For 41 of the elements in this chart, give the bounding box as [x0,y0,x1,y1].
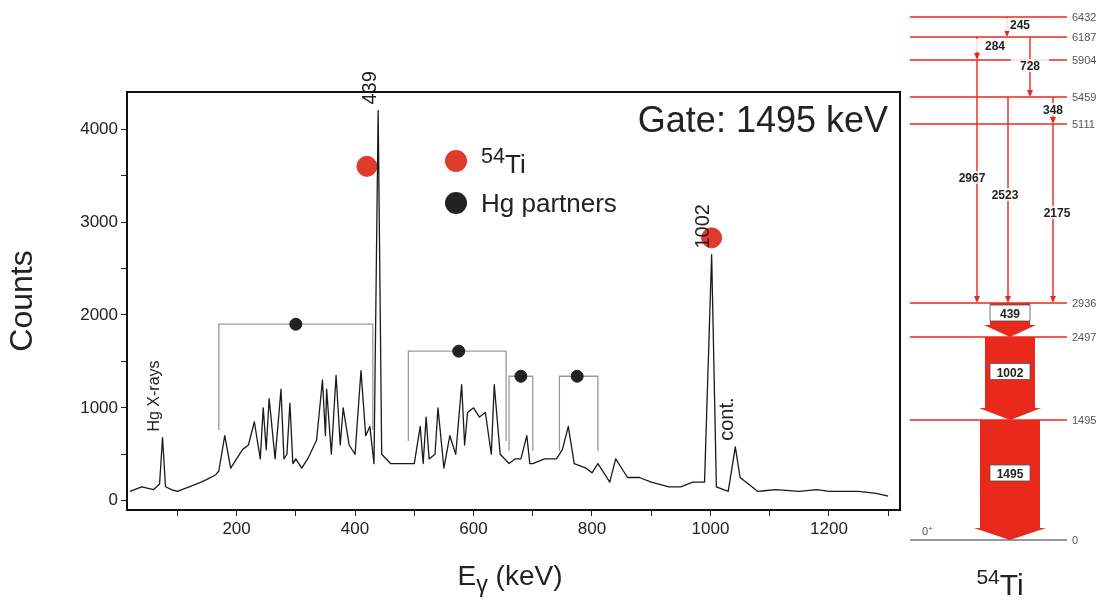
text: 0 [1072,534,1079,546]
x-tick-label: 1200 [810,518,848,538]
text: 2936 [1072,297,1097,309]
text: 2175 [1043,206,1071,220]
text: 245 [1009,18,1031,32]
text: 6432 [1072,11,1097,23]
x-tick-label: 1000 [691,518,730,538]
text: 1002 [996,365,1024,380]
y-tick-label: 0 [108,490,118,510]
y-tick-label: 3000 [80,211,118,231]
annotation: cont. [714,397,737,441]
y-tick-label: 1000 [80,397,118,417]
text: 5904 [1072,54,1097,66]
text: 5111 [1072,118,1095,130]
text: 728 [1019,59,1041,73]
annotation: Hg X-rays [144,360,162,432]
text: 2497 [1072,331,1097,343]
chart-title: Gate: 1495 keV [637,98,888,140]
y-axis-title: Counts [3,250,40,352]
text: 2967 [958,171,986,185]
text: $^{54}$Ti [976,564,1024,601]
x-tick-label: 200 [222,518,251,538]
y-tick-label: 4000 [80,118,118,138]
legend-label: $^{54}$Ti [481,142,526,180]
legend-label: Hg partners [481,187,617,219]
y-tick-label: 2000 [80,304,118,324]
x-axis-title: E$_{γ}$ (keV) [456,560,564,598]
text: 439 [999,307,1021,321]
annotation: 439 [357,71,380,105]
x-tick-label: 800 [577,518,607,538]
text: 284 [984,39,1006,53]
x-tick-label: 400 [340,518,370,538]
text: 5459 [1072,91,1097,103]
annotation: 1002 [691,204,714,249]
text: 6187 [1072,31,1097,43]
text: 1495 [996,467,1024,481]
x-tick-label: 600 [459,518,488,538]
text: 0$^{+}$ [922,523,934,537]
text: 1495 [1072,414,1097,426]
text: 2523 [991,188,1019,202]
text: 348 [1042,103,1064,117]
